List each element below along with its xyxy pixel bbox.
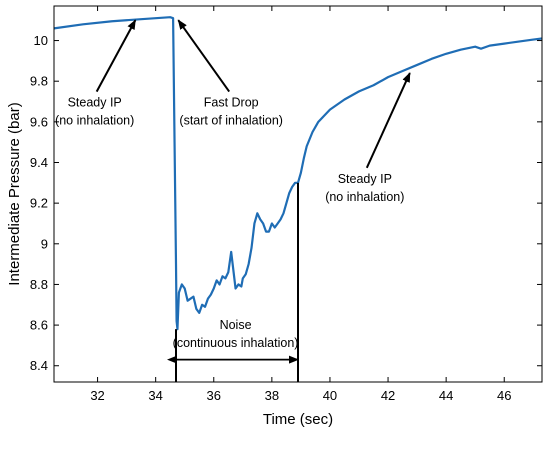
y-tick-label: 8.8 bbox=[30, 277, 48, 292]
x-tick-label: 38 bbox=[265, 388, 279, 403]
annotation-arrow bbox=[177, 19, 231, 93]
annotation-text: (start of inhalation) bbox=[179, 114, 283, 128]
y-tick-label: 9.6 bbox=[30, 114, 48, 129]
x-tick-label: 46 bbox=[497, 388, 511, 403]
y-tick-label: 9.4 bbox=[30, 155, 48, 170]
annotation-text: Noise bbox=[220, 318, 252, 332]
series-line-0 bbox=[53, 16, 543, 331]
x-tick-label: 42 bbox=[381, 388, 395, 403]
y-tick-label: 10 bbox=[34, 33, 48, 48]
annotation-text: Fast Drop bbox=[204, 96, 259, 110]
annotation-0: Steady IP (no inhalation) bbox=[55, 19, 137, 128]
x-tick-label: 36 bbox=[207, 388, 221, 403]
annotations: Steady IP (no inhalation) Fast Drop (start … bbox=[55, 19, 411, 382]
annotation-arrow bbox=[95, 19, 137, 93]
y-tick-label: 9.2 bbox=[30, 196, 48, 211]
annotation-text: Steady IP bbox=[338, 172, 392, 186]
x-tick-label: 40 bbox=[323, 388, 337, 403]
y-tick-label: 8.6 bbox=[30, 318, 48, 333]
annotation-text: (continuous inhalation) bbox=[173, 336, 299, 350]
y-axis-label: Intermediate Pressure (bar) bbox=[6, 102, 23, 285]
y-tick-label: 9 bbox=[41, 236, 48, 251]
annotation-1: Fast Drop (start of inhalation) bbox=[177, 19, 283, 128]
x-tick-label: 34 bbox=[148, 388, 162, 403]
annotation-3: Noise (continuous inhalation) bbox=[167, 182, 299, 382]
x-axis-label: Time (sec) bbox=[263, 411, 333, 428]
y-tick-label: 9.8 bbox=[30, 74, 48, 89]
annotation-2: Steady IP (no inhalation) bbox=[325, 72, 411, 204]
x-tick-label: 32 bbox=[90, 388, 104, 403]
plot-content bbox=[53, 16, 543, 331]
x-tick-label: 44 bbox=[439, 388, 453, 403]
annotation-arrow bbox=[365, 72, 411, 169]
annotation-text: (no inhalation) bbox=[55, 114, 134, 128]
annotation-text: Steady IP bbox=[68, 96, 122, 110]
y-tick-label: 8.4 bbox=[30, 358, 48, 373]
axis-ticks: 32 34 36 38 40 42 44 46 8.4 8.6 8.8 9 9.2 9.4 9.6 9.8 10 bbox=[30, 6, 542, 403]
annotation-text: (no inhalation) bbox=[325, 190, 404, 204]
